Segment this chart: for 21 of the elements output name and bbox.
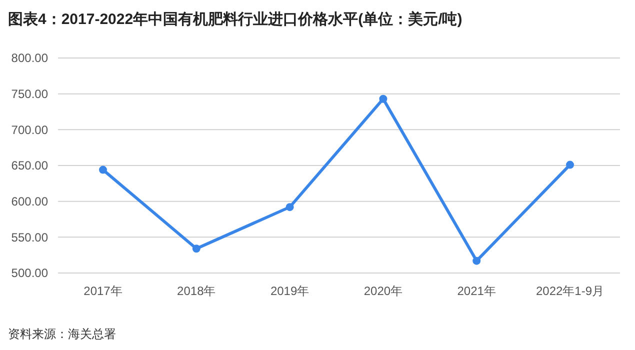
point: [379, 94, 388, 103]
x-tick-label: 2019年: [270, 284, 310, 298]
x-tick-label: 2020年: [364, 284, 403, 298]
y-tick-label: 650.00: [11, 158, 48, 173]
x-tick-label: 2021年: [457, 284, 496, 298]
point: [286, 203, 294, 212]
x-tick-label: 2018年: [177, 284, 216, 298]
text: 资料来源：海关总署: [8, 327, 116, 341]
point: [472, 256, 481, 265]
y-tick-label: 500.00: [11, 266, 48, 280]
point: [566, 160, 574, 169]
point: [192, 244, 200, 253]
y-tick-label: 700.00: [11, 122, 48, 137]
y-tick-label: 800.00: [11, 51, 48, 66]
point: [99, 166, 107, 174]
y-tick-label: 550.00: [11, 230, 48, 244]
x-tick-label: 2022年1-9月: [536, 284, 604, 298]
chart-title: 图表4：2017-2022年中国有机肥料行业进口价格水平(单位：美元/吨): [8, 10, 462, 28]
y-tick-label: 600.00: [11, 194, 48, 209]
y-tick-label: 750.00: [11, 87, 48, 102]
x-tick-label: 2017年: [84, 284, 122, 298]
